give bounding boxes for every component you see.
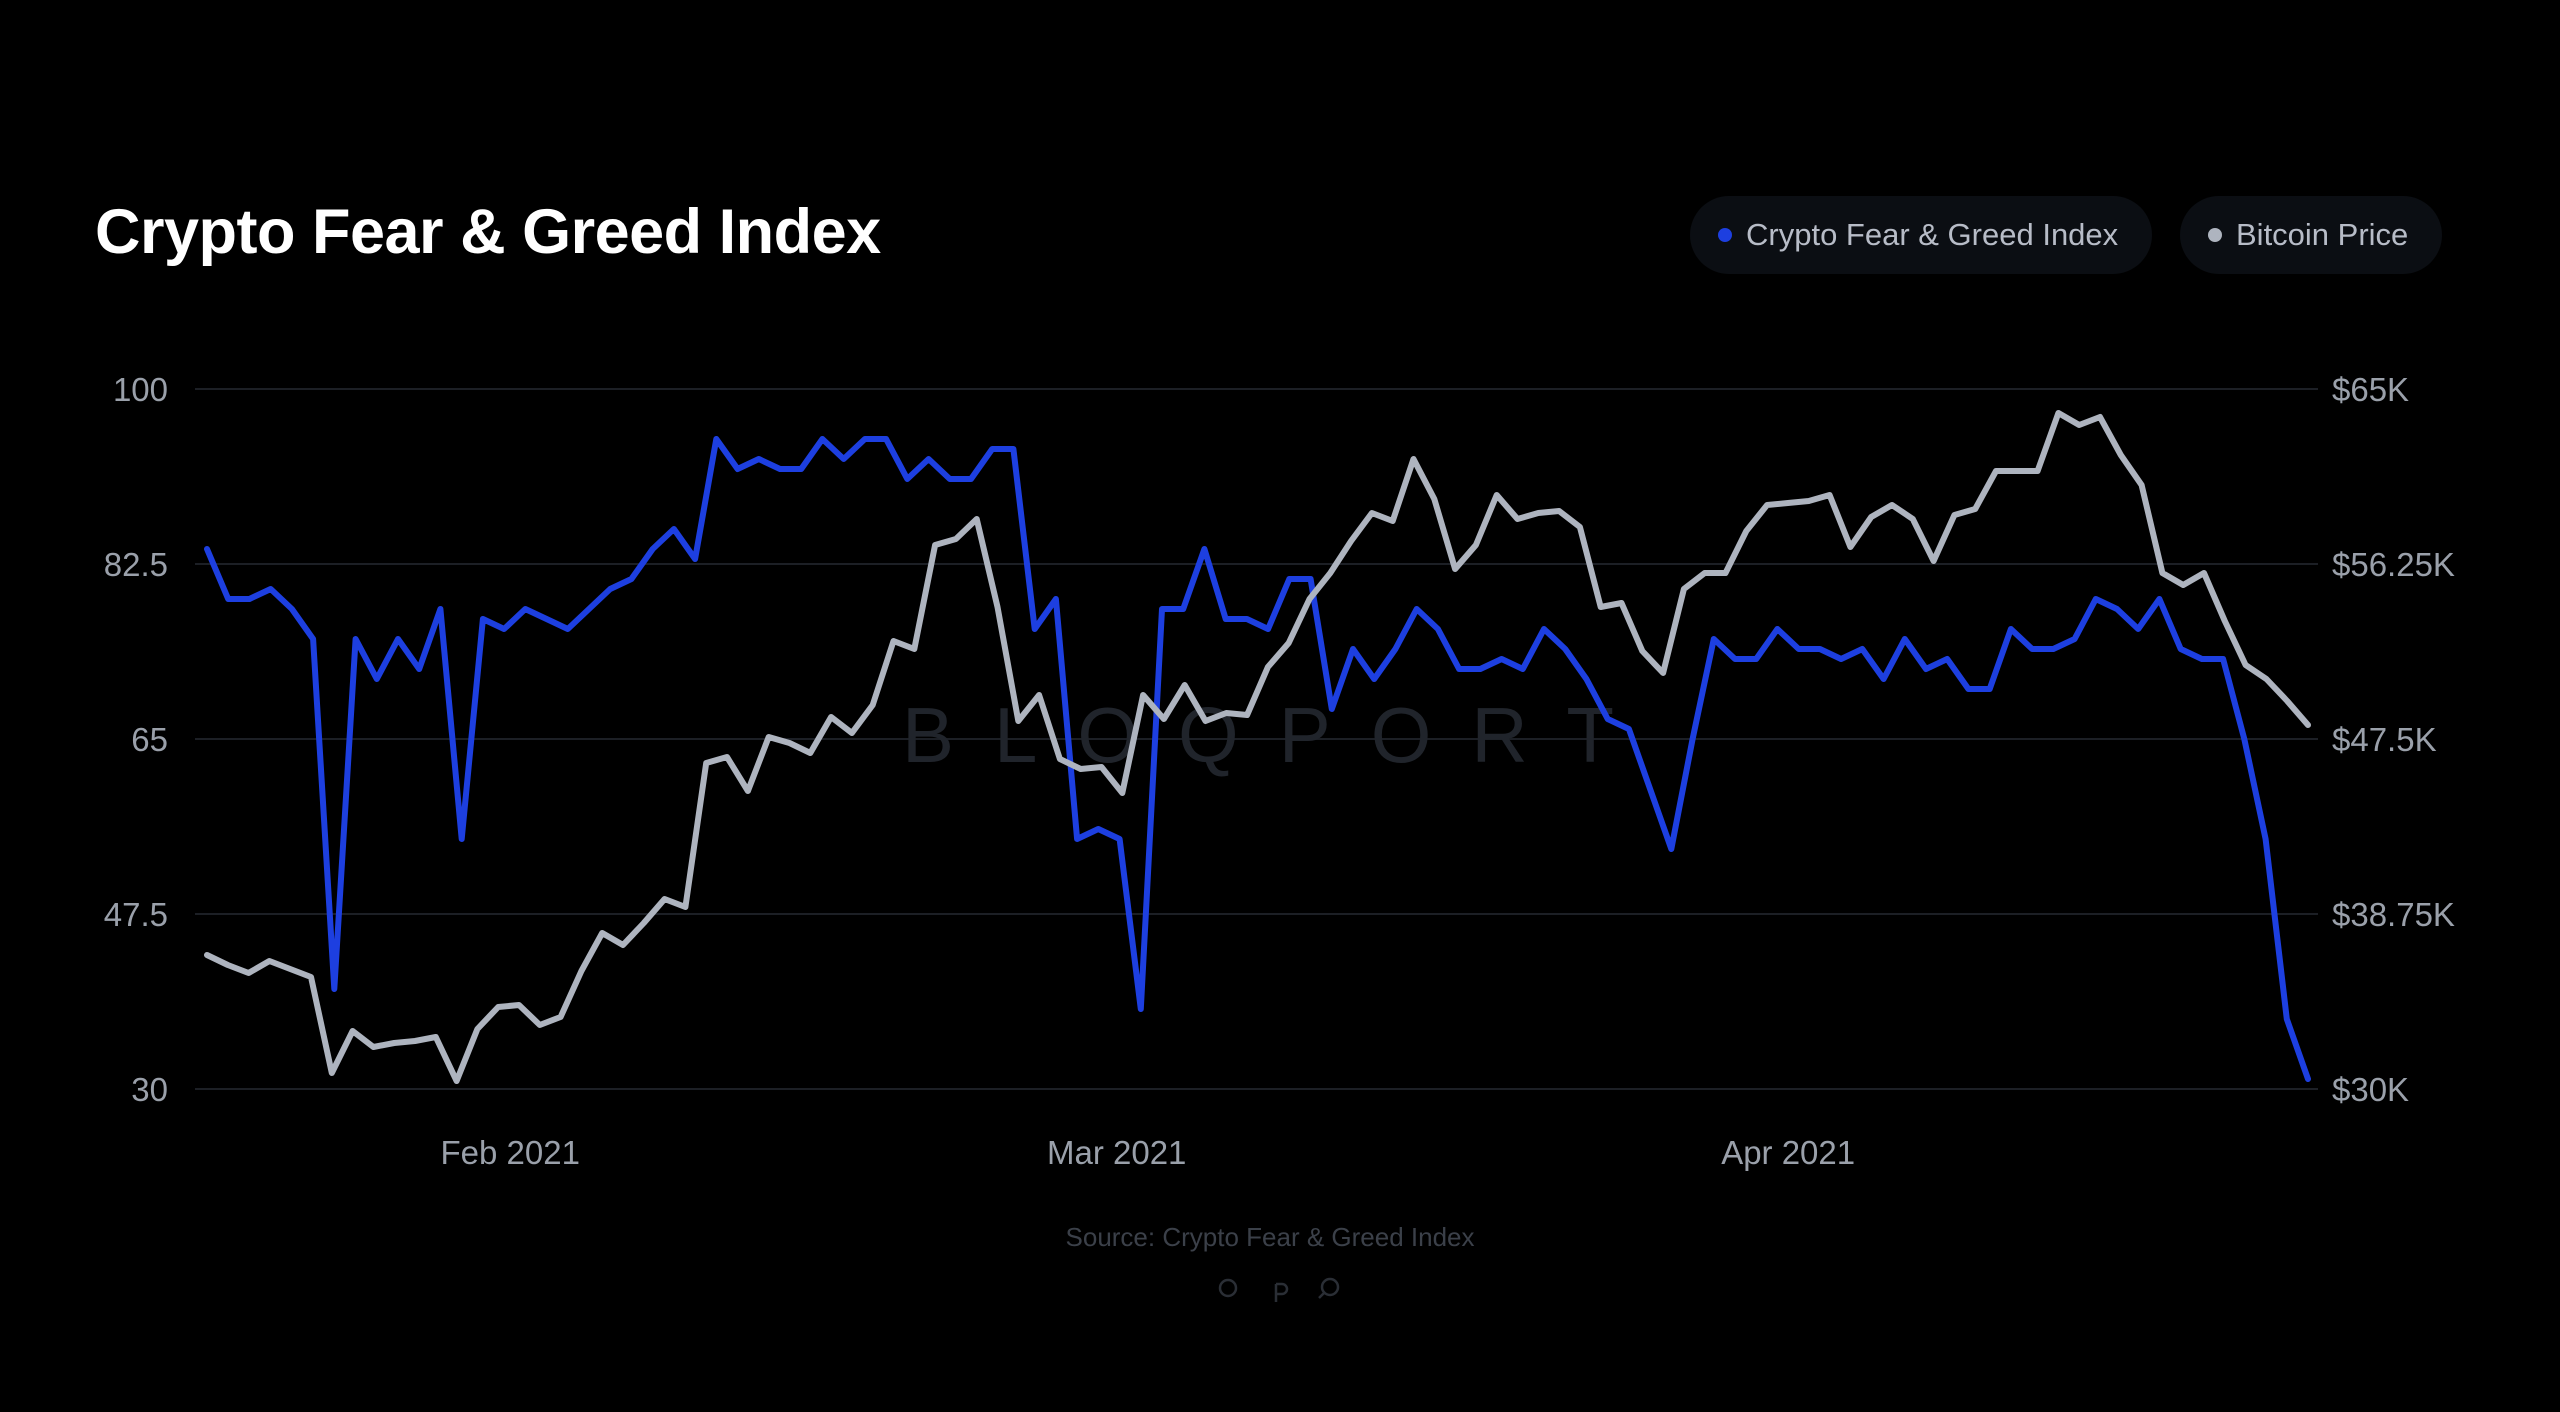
y-right-tick-label: $56.25K: [2332, 546, 2455, 583]
y-left-tick-label: 65: [131, 721, 168, 758]
y-right-tick-label: $65K: [2332, 371, 2409, 408]
footer-search-icon: [1320, 1277, 1340, 1297]
legend-label: Bitcoin Price: [2236, 217, 2409, 252]
bitcoin-price-line: [204, 410, 2311, 1084]
y-right-tick-label: $38.75K: [2332, 896, 2455, 933]
series-lines: [204, 410, 2311, 1084]
right-axis-labels: $65K $56.25K $47.5K $38.75K $30K: [2332, 371, 2455, 1108]
legend-dot-blue-icon: [1718, 228, 1732, 242]
footer-glyphs: [1218, 1277, 1340, 1302]
fear-greed-line: [204, 436, 2311, 1082]
source-note: Source: Crypto Fear & Greed Index: [1065, 1222, 1475, 1252]
watermark-text: BLOQPORT: [902, 691, 1654, 779]
legend-dot-gray-icon: [2208, 228, 2222, 242]
footer-circle-icon: [1218, 1278, 1238, 1298]
chart-title: Crypto Fear & Greed Index: [95, 197, 881, 267]
x-tick-label: Apr 2021: [1721, 1134, 1855, 1171]
y-right-tick-label: $30K: [2332, 1071, 2409, 1108]
x-tick-label: Mar 2021: [1047, 1134, 1186, 1171]
footer-p-icon: [1274, 1282, 1289, 1302]
x-axis-labels: Feb 2021 Mar 2021 Apr 2021: [441, 1134, 1856, 1171]
legend-item-bitcoin-price[interactable]: Bitcoin Price: [2180, 196, 2443, 274]
y-left-tick-label: 30: [131, 1071, 168, 1108]
x-tick-label: Feb 2021: [441, 1134, 580, 1171]
y-left-tick-label: 100: [113, 371, 168, 408]
grid-lines: [195, 388, 2318, 1090]
left-axis-labels: 100 82.5 65 47.5 30: [104, 371, 168, 1108]
y-right-tick-label: $47.5K: [2332, 721, 2437, 758]
legend-label: Crypto Fear & Greed Index: [1746, 217, 2119, 252]
y-left-tick-label: 47.5: [104, 896, 168, 933]
y-left-tick-label: 82.5: [104, 546, 168, 583]
legend-item-fear-greed[interactable]: Crypto Fear & Greed Index: [1690, 196, 2153, 274]
